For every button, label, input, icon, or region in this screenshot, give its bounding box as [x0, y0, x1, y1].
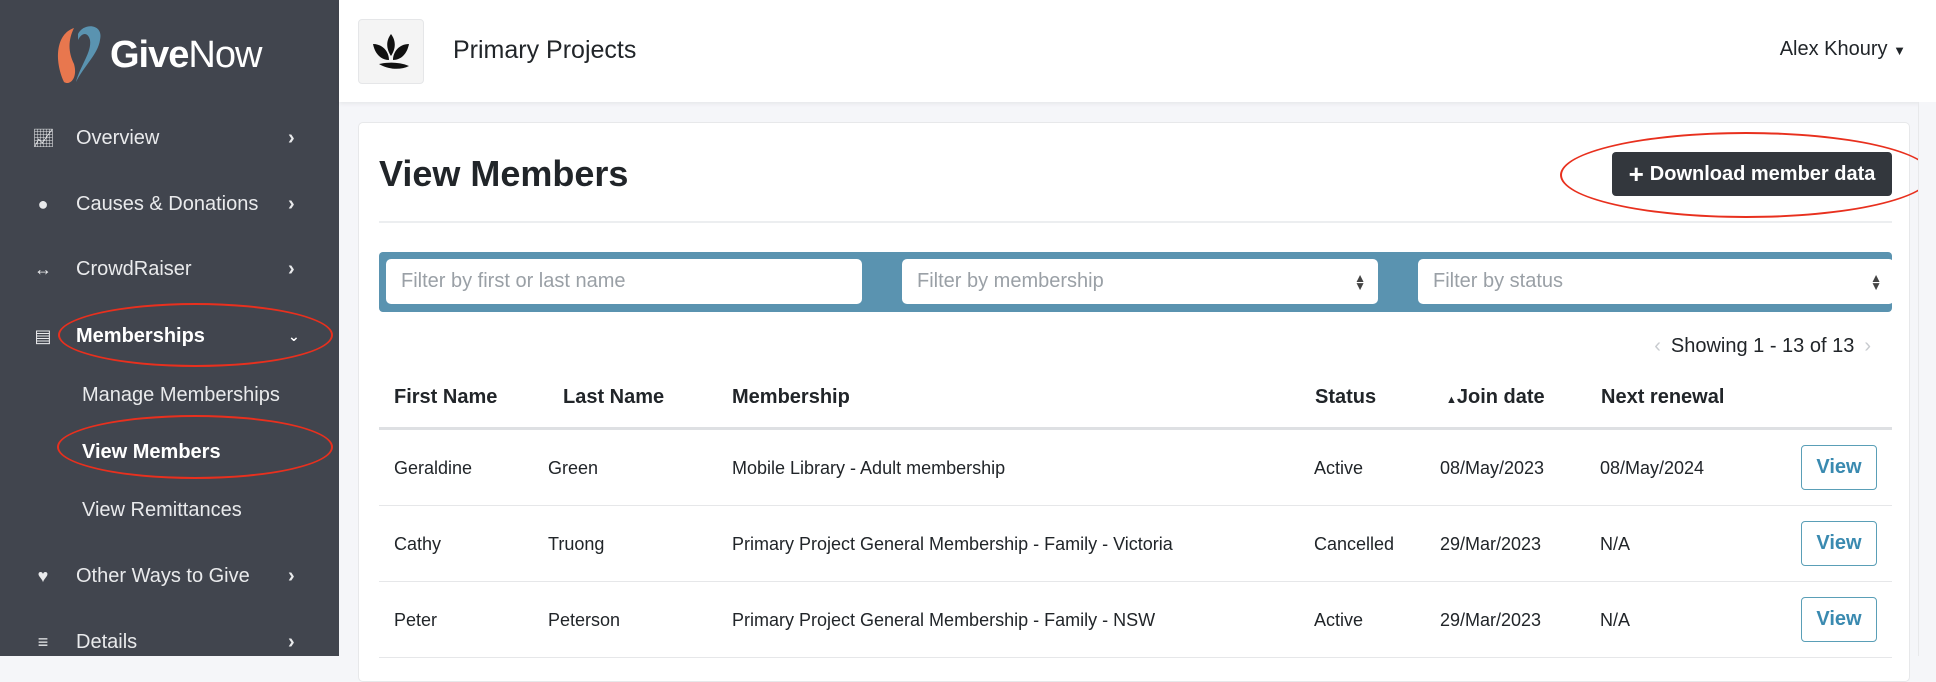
column-header-last-name[interactable]: Last Name — [563, 386, 665, 408]
cell-membership: Mobile Library - Adult membership — [732, 457, 1006, 478]
cell-membership: Primary Project General Membership - Fam… — [732, 609, 1156, 630]
sort-asc-icon: ▲ — [1446, 394, 1457, 406]
next-page-icon[interactable]: › — [1864, 335, 1871, 357]
user-menu[interactable]: Alex Khoury ▼ — [1779, 38, 1906, 60]
sidebar: GiveNow 📈︎ Overview › ● Causes & Donatio… — [0, 0, 339, 656]
download-member-data-button[interactable]: + Download member data — [1612, 152, 1892, 196]
sidebar-item-other-ways-to-give[interactable]: ♥ Other Ways to Give › — [0, 551, 339, 601]
cell-renewal: N/A — [1600, 609, 1631, 630]
cell-renewal: N/A — [1600, 533, 1631, 554]
column-header-join-date[interactable]: ▲Join date — [1446, 386, 1545, 408]
column-header-first-name[interactable]: First Name — [394, 386, 498, 408]
org-logo[interactable] — [358, 19, 424, 84]
cell-last: Green — [548, 457, 599, 478]
top-header: Primary Projects Alex Khoury ▼ — [339, 0, 1936, 102]
cell-join: 29/Mar/2023 — [1440, 609, 1542, 630]
chart-line-icon: 📈︎ — [32, 127, 55, 148]
leaf-bird-logo-icon — [373, 33, 409, 69]
cell-first: Geraldine — [394, 457, 473, 478]
caret-down-icon: ▼ — [1893, 43, 1906, 58]
cell-status: Active — [1314, 609, 1364, 630]
cell-status: Active — [1314, 457, 1364, 478]
select-arrows-icon: ▲ ▼ — [1870, 270, 1882, 293]
cell-join: 29/Mar/2023 — [1440, 533, 1542, 554]
column-header-membership[interactable]: Membership — [732, 386, 850, 408]
prev-page-icon[interactable]: ‹ — [1654, 335, 1661, 357]
chevron-right-icon: › — [288, 126, 295, 149]
chevron-right-icon: › — [288, 630, 295, 653]
givenow-logo[interactable]: GiveNow — [54, 20, 262, 90]
chevron-right-icon: › — [288, 192, 295, 215]
view-member-button[interactable]: View — [1801, 445, 1877, 490]
chevron-right-icon: › — [288, 564, 295, 587]
divider — [379, 221, 1892, 223]
column-header-next-renewal[interactable]: Next renewal — [1601, 386, 1725, 408]
status-filter-select[interactable]: Filter by status ▲ ▼ — [1418, 259, 1894, 304]
sidebar-subitem-manage-memberships[interactable]: Manage Memberships — [82, 383, 280, 406]
scrollbar[interactable] — [1918, 102, 1936, 656]
cell-last: Peterson — [548, 609, 621, 630]
column-header-status[interactable]: Status — [1315, 386, 1377, 408]
cell-membership: Primary Project General Membership - Fam… — [732, 533, 1173, 554]
sidebar-item-memberships[interactable]: ▤ Memberships ⌄ — [0, 311, 339, 361]
cell-status: Cancelled — [1314, 533, 1395, 554]
membership-filter-select[interactable]: Filter by membership ▲ ▼ — [902, 259, 1378, 304]
pagination: ‹ Showing 1 - 13 of 13 › — [1654, 335, 1871, 357]
sidebar-item-crowdraiser[interactable]: ↔ CrowdRaiser › — [34, 257, 295, 280]
sidebar-subitem-view-remittances[interactable]: View Remittances — [82, 498, 242, 521]
cell-last: Truong — [548, 533, 605, 554]
cell-first: Peter — [394, 609, 438, 630]
chevron-right-icon: › — [288, 257, 295, 280]
page-title: View Members — [379, 153, 629, 194]
sidebar-item-causes-donations[interactable]: ● Causes & Donations › — [0, 179, 339, 229]
cell-first: Cathy — [394, 533, 442, 554]
members-card: View Members + Download member data Filt… — [358, 122, 1910, 682]
table-header-border — [379, 427, 1892, 430]
money-bag-icon: ● — [37, 193, 49, 214]
view-member-button[interactable]: View — [1801, 597, 1877, 642]
table-row: Cathy Truong Primary Project General Membe… — [379, 506, 1892, 582]
cell-renewal: 08/May/2024 — [1600, 457, 1705, 478]
org-title: Primary Projects — [453, 36, 637, 64]
people-icon: ↔ — [34, 258, 52, 279]
sidebar-item-details[interactable]: ≡ Details › — [0, 617, 339, 667]
table-row: Geraldine Green Mobile Library - Adult mem… — [379, 430, 1892, 506]
name-filter-input[interactable]: Filter by first or last name — [386, 259, 862, 304]
table-row: Peter Peterson Primary Project General Mem… — [379, 582, 1892, 658]
view-member-button[interactable]: View — [1801, 521, 1877, 566]
cell-join: 08/May/2023 — [1440, 457, 1545, 478]
filter-bar: Filter by first or last name Filter by m… — [379, 252, 1894, 312]
sidebar-item-overview[interactable]: 📈︎ Overview › — [32, 126, 295, 149]
hand-heart-icon: ♥ — [37, 565, 49, 586]
heart-logo-icon — [58, 26, 101, 84]
chevron-down-icon: ⌄ — [288, 327, 300, 344]
plus-icon: + — [1628, 158, 1644, 189]
list-icon: ≡ — [37, 631, 49, 652]
id-card-icon: ▤ — [34, 325, 52, 346]
select-arrows-icon: ▲ ▼ — [1354, 270, 1366, 293]
sidebar-subitem-view-members[interactable]: View Members — [82, 440, 221, 463]
